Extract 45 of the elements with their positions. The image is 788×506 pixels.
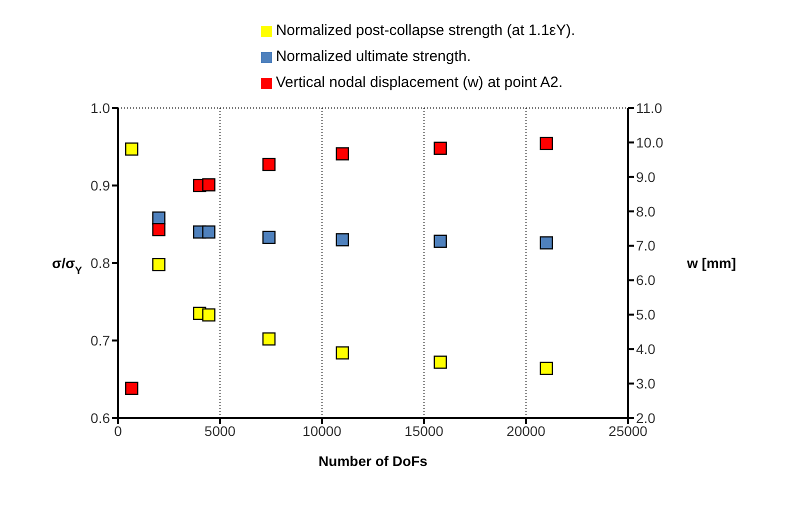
point	[152, 222, 166, 236]
y2-tick-label: 9.0	[636, 168, 656, 185]
y-axis-title: σ/σ$_{Y}$	[52, 255, 82, 277]
point	[336, 147, 349, 160]
x-tick-label: 5000	[204, 422, 236, 439]
point	[540, 136, 553, 150]
y-tick-label: 0.6	[90, 410, 110, 426]
y2-tick-label: 3.0	[636, 376, 656, 392]
point	[434, 234, 447, 248]
point	[540, 362, 553, 375]
legend-label: Normalized post-collapse strength (at 1.1εY).	[276, 22, 576, 39]
y2-tick-label: 10.0	[636, 134, 664, 150]
point	[434, 356, 447, 369]
point	[262, 332, 276, 346]
point	[202, 225, 216, 239]
point	[125, 142, 138, 156]
point	[152, 211, 166, 225]
point	[152, 258, 166, 272]
y2-tick-label: 5.0	[636, 306, 656, 323]
point	[262, 230, 276, 244]
legend-label: Normalized ultimate strength.	[276, 48, 471, 65]
x-tick-label: 20000	[506, 422, 546, 439]
y2-axis-title: w [mm]	[686, 255, 736, 271]
x-tick-label: 10000	[302, 422, 342, 439]
point	[262, 158, 276, 172]
y2-tick-label: 11.0	[636, 100, 662, 116]
y2-tick-label: 4.0	[636, 341, 656, 358]
y2-tick-label: 6.0	[636, 272, 656, 288]
y-tick-label: 0.9	[90, 177, 110, 194]
y2-tick-label: 8.0	[636, 203, 656, 220]
y2-tick-label: 7.0	[636, 238, 656, 254]
point	[540, 236, 553, 250]
x-axis-title: Number of DoFs	[318, 453, 428, 469]
legend-label: Vertical nodal displacement (w) at point A2.	[276, 74, 563, 91]
point	[202, 178, 216, 192]
point	[336, 233, 349, 246]
x-tick-label: 0	[114, 422, 122, 439]
y-tick-label: 1.0	[90, 100, 110, 116]
point	[336, 346, 349, 360]
point	[434, 142, 447, 155]
point	[202, 308, 216, 322]
point	[125, 382, 138, 395]
x-tick-label: 15000	[404, 422, 444, 439]
y-tick-label: 0.8	[90, 254, 110, 271]
y-tick-label: 0.7	[90, 332, 110, 348]
